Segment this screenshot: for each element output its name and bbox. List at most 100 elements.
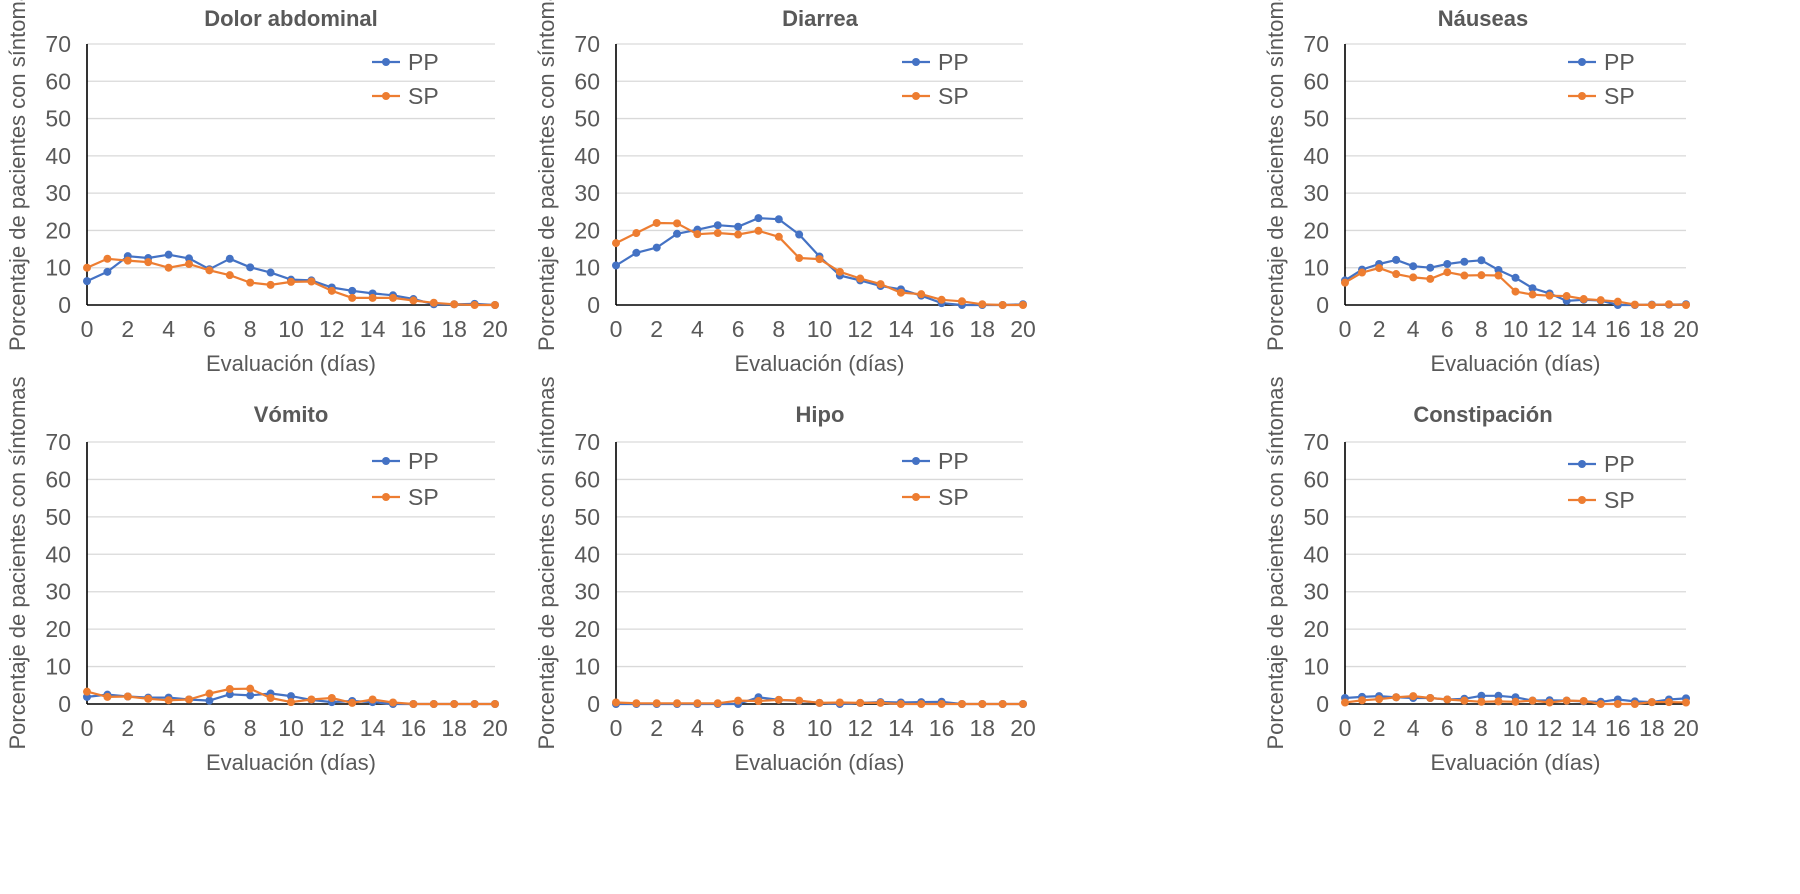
y-axis-label: Porcentaje de pacientes con síntomas: [534, 376, 559, 749]
data-point-sp: [1664, 300, 1673, 309]
data-point-sp: [1647, 698, 1656, 707]
data-point-pp: [713, 221, 722, 230]
data-point-sp: [470, 301, 479, 309]
data-point-sp: [815, 255, 824, 264]
x-tick-label: 6: [203, 715, 216, 741]
chart-title: Hipo: [796, 402, 845, 427]
data-point-sp: [957, 297, 966, 306]
data-point-sp: [1647, 301, 1656, 309]
x-tick-label: 0: [81, 715, 94, 741]
x-tick-label: 2: [121, 715, 134, 741]
data-point-sp: [1443, 695, 1452, 704]
x-tick-label: 0: [1339, 316, 1352, 342]
data-point-sp: [1579, 295, 1588, 304]
data-point-sp: [144, 258, 153, 267]
legend-marker-sp: [382, 92, 390, 100]
data-point-pp: [246, 263, 255, 272]
data-point-sp: [1341, 698, 1349, 707]
x-tick-label: 20: [1010, 316, 1036, 342]
data-point-sp: [103, 254, 112, 263]
y-tick-label: 30: [45, 180, 71, 206]
data-point-sp: [1664, 698, 1673, 707]
data-point-sp: [287, 277, 295, 286]
y-tick-label: 40: [1303, 143, 1329, 169]
data-point-pp: [225, 254, 234, 263]
data-point-sp: [429, 700, 438, 708]
data-point-sp: [1562, 696, 1571, 705]
data-point-sp: [1562, 292, 1571, 301]
data-point-sp: [1630, 300, 1639, 309]
legend-marker-pp: [912, 457, 920, 465]
x-tick-label: 4: [162, 316, 175, 342]
x-tick-label: 0: [1339, 715, 1352, 741]
data-point-sp: [287, 698, 295, 707]
x-tick-label: 18: [970, 316, 996, 342]
data-point-pp: [1426, 263, 1435, 272]
data-point-sp: [1426, 274, 1435, 283]
data-point-sp: [795, 254, 804, 263]
data-point-sp: [673, 219, 682, 228]
x-tick-label: 2: [1373, 316, 1386, 342]
x-axis-label: Evaluación (días): [206, 351, 376, 376]
data-point-sp: [998, 301, 1007, 309]
data-point-sp: [1545, 291, 1554, 300]
legend-marker-pp: [382, 58, 390, 66]
legend-item-pp: PP: [902, 448, 969, 474]
data-point-sp: [450, 300, 459, 309]
data-point-sp: [1019, 700, 1027, 708]
data-point-sp: [937, 295, 946, 304]
x-axis-label: Evaluación (días): [1431, 750, 1601, 775]
legend-marker-sp: [1578, 496, 1586, 504]
data-point-sp: [713, 229, 722, 238]
data-point-pp: [1409, 262, 1418, 271]
data-point-sp: [856, 698, 865, 707]
data-point-sp: [1477, 697, 1486, 706]
x-tick-label: 14: [360, 316, 386, 342]
legend-item-sp: SP: [1568, 487, 1635, 513]
y-axis-label: Porcentaje de pacientes con síntomas: [5, 0, 30, 351]
legend-label-sp: SP: [408, 484, 439, 510]
data-point-sp: [754, 226, 763, 235]
data-point-sp: [307, 695, 316, 704]
y-tick-label: 10: [574, 255, 600, 281]
x-tick-label: 10: [1503, 715, 1529, 741]
data-point-sp: [1019, 301, 1027, 309]
data-point-sp: [1545, 698, 1554, 707]
x-tick-label: 16: [1605, 715, 1631, 741]
x-tick-label: 18: [1639, 316, 1665, 342]
x-tick-label: 4: [1407, 715, 1420, 741]
x-tick-label: 12: [319, 316, 345, 342]
data-point-pp: [612, 261, 620, 270]
data-point-sp: [307, 277, 316, 286]
data-point-sp: [652, 218, 661, 227]
y-tick-label: 50: [574, 504, 600, 530]
x-tick-label: 14: [888, 715, 914, 741]
x-tick-label: 10: [278, 316, 304, 342]
legend-item-pp: PP: [902, 49, 969, 75]
data-point-sp: [734, 230, 743, 239]
x-tick-label: 18: [441, 715, 467, 741]
x-tick-label: 12: [1537, 715, 1563, 741]
data-point-sp: [1460, 271, 1469, 280]
x-tick-label: 0: [81, 316, 94, 342]
x-tick-label: 10: [807, 316, 833, 342]
data-point-sp: [1341, 278, 1349, 287]
legend-marker-sp: [1578, 92, 1586, 100]
y-tick-label: 70: [574, 31, 600, 57]
data-point-pp: [1460, 257, 1469, 266]
data-point-sp: [205, 689, 214, 698]
data-point-pp: [673, 229, 682, 238]
data-point-sp: [1375, 695, 1384, 704]
data-point-sp: [1630, 700, 1639, 708]
chart-panel-nauseas: Náuseas 0 10 20 30 40 50 60 70 0 2 4 6 8 10 12 14 16 18 20 E…: [1200, 0, 1800, 447]
data-point-sp: [327, 694, 336, 703]
data-point-sp: [1409, 273, 1418, 282]
x-tick-label: 0: [610, 715, 623, 741]
legend-item-sp: SP: [902, 484, 969, 510]
x-tick-label: 4: [162, 715, 175, 741]
data-point-pp: [266, 268, 275, 277]
y-tick-label: 20: [45, 217, 71, 243]
data-point-sp: [266, 694, 275, 703]
y-tick-label: 10: [1303, 654, 1329, 680]
data-point-sp: [1392, 270, 1401, 279]
